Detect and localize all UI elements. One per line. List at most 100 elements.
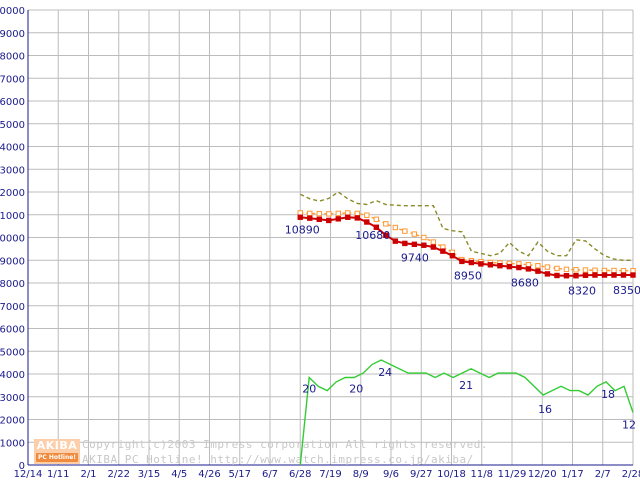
- lowest-price-marker: [335, 216, 341, 222]
- lowest-price-marker: [364, 219, 370, 225]
- count-label-6-12: 12: [622, 419, 636, 432]
- price-label-8680: 8680: [511, 277, 539, 290]
- average-price-marker: [563, 266, 570, 273]
- y-tick-19000: 19000: [0, 29, 25, 40]
- lowest-price-marker: [525, 266, 532, 272]
- x-tick-1-17: 1/17: [561, 469, 583, 480]
- y-tick-16000: 16000: [0, 97, 25, 108]
- count-data-labels: 20 20 24 21 16 18 12: [302, 366, 636, 432]
- price-label-10890: 10890: [285, 223, 320, 236]
- lowest-price-marker: [316, 216, 322, 223]
- lowest-price-marker: [326, 217, 332, 224]
- lowest-price-marker: [430, 244, 437, 250]
- x-tick-2-1: 2/1: [80, 469, 96, 480]
- average-price-marker: [630, 268, 636, 274]
- vertical-gridlines: [27, 10, 634, 465]
- x-tick-12-14: 12/14: [14, 469, 43, 480]
- lowest-price-marker: [307, 215, 313, 221]
- average-price-marker: [326, 211, 332, 217]
- lowest-price-marker: [544, 271, 551, 277]
- watermark-line-2: AKIBA PC Hotline! http://www.watch.impre…: [82, 453, 474, 466]
- akiba-logo-watermark: AKIBA PC Hotline!: [34, 439, 80, 464]
- y-tick-15000: 15000: [0, 120, 25, 131]
- lowest-price-marker: [573, 273, 579, 279]
- x-tick-2-22: 2/22: [108, 469, 130, 480]
- count-label-5-18: 18: [601, 388, 615, 401]
- average-price-marker: [364, 212, 370, 218]
- y-tick-13000: 13000: [0, 165, 25, 176]
- lowest-price-marker: [601, 272, 608, 278]
- average-price-marker: [402, 228, 408, 234]
- lowest-price-marker: [497, 263, 503, 269]
- x-tick-12-20: 12/20: [528, 469, 557, 480]
- logo-sub-text: PC Hotline!: [36, 453, 78, 462]
- y-tick-17000: 17000: [0, 74, 25, 85]
- lowest-price-marker: [411, 241, 418, 248]
- price-label-8350: 8350: [613, 284, 640, 297]
- x-tick-11-29: 11/29: [498, 469, 527, 480]
- average-price-marker: [373, 216, 380, 223]
- average-price-marker: [601, 267, 608, 274]
- series-shop-count: [299, 359, 634, 466]
- x-tick-5-17: 5/17: [229, 469, 251, 480]
- y-tick-0: 0: [19, 461, 25, 472]
- y-tick-12000: 12000: [0, 188, 25, 199]
- x-tick-6-28: 6/28: [289, 469, 311, 480]
- lowest-price-marker: [478, 261, 484, 267]
- lowest-price-marker: [354, 215, 360, 221]
- x-tick-2-7: 2/7: [595, 469, 611, 480]
- price-label-10680: 10680: [355, 229, 390, 242]
- lowest-price-marker: [421, 242, 427, 248]
- lowest-price-marker: [459, 258, 465, 265]
- count-label-0-20: 20: [302, 383, 316, 396]
- y-tick-11000: 11000: [0, 211, 25, 222]
- average-price-marker: [620, 268, 627, 274]
- lowest-price-marker: [383, 232, 389, 238]
- lowest-price-marker: [345, 214, 351, 220]
- lowest-price-marker: [620, 272, 627, 278]
- highest-price-line: [300, 191, 633, 261]
- lowest-price-marker: [506, 263, 513, 270]
- average-price-marker: [383, 221, 389, 227]
- y-tick-8000: 8000: [0, 279, 25, 290]
- x-tick-9-27: 9/27: [410, 469, 432, 480]
- x-tick-6-7: 6/7: [262, 469, 278, 480]
- average-price-marker: [430, 239, 437, 245]
- x-tick-11-8: 11/8: [471, 469, 493, 480]
- y-tick-3000: 3000: [0, 393, 25, 404]
- lowest-price-marker: [611, 272, 617, 278]
- x-tick-8-9: 8/9: [353, 469, 369, 480]
- average-price-marker: [554, 265, 560, 272]
- y-tick-9000: 9000: [0, 256, 25, 267]
- y-axis-tick-labels: 0 1000 2000 3000 4000 5000 6000 7000 8000 9000 100…: [0, 6, 25, 472]
- lowest-price-marker: [535, 268, 541, 274]
- shop-count-line: [299, 359, 634, 466]
- y-tick-6000: 6000: [0, 325, 25, 336]
- average-price-marker: [392, 224, 399, 231]
- lowest-price-marker: [373, 224, 380, 230]
- x-tick-7-19: 7/19: [319, 469, 341, 480]
- price-label-8950: 8950: [454, 269, 482, 282]
- count-label-4-16: 16: [538, 403, 552, 416]
- y-tick-14000: 14000: [0, 143, 25, 154]
- lowest-price-marker: [440, 248, 446, 254]
- count-label-2-24: 24: [378, 366, 392, 379]
- average-price-marker: [573, 267, 579, 273]
- average-price-marker: [297, 210, 303, 216]
- series-highest-price: [300, 191, 633, 261]
- price-data-labels: 10890 10680 9740 8950 8680 8320 8350: [285, 223, 640, 297]
- lowest-price-marker: [563, 273, 570, 279]
- x-tick-4-26: 4/26: [198, 469, 220, 480]
- lowest-price-marker: [487, 262, 494, 268]
- y-tick-7000: 7000: [0, 302, 25, 313]
- average-price-marker: [592, 267, 598, 273]
- average-price-marker: [354, 210, 360, 217]
- average-price-marker: [535, 263, 541, 269]
- average-price-marker: [307, 210, 313, 217]
- watermark-line-1: Copyright(c)2003 Impress corporation All…: [82, 438, 488, 451]
- lowest-price-marker: [392, 238, 399, 244]
- y-tick-1000: 1000: [0, 438, 25, 449]
- lowest-price-marker: [516, 264, 522, 271]
